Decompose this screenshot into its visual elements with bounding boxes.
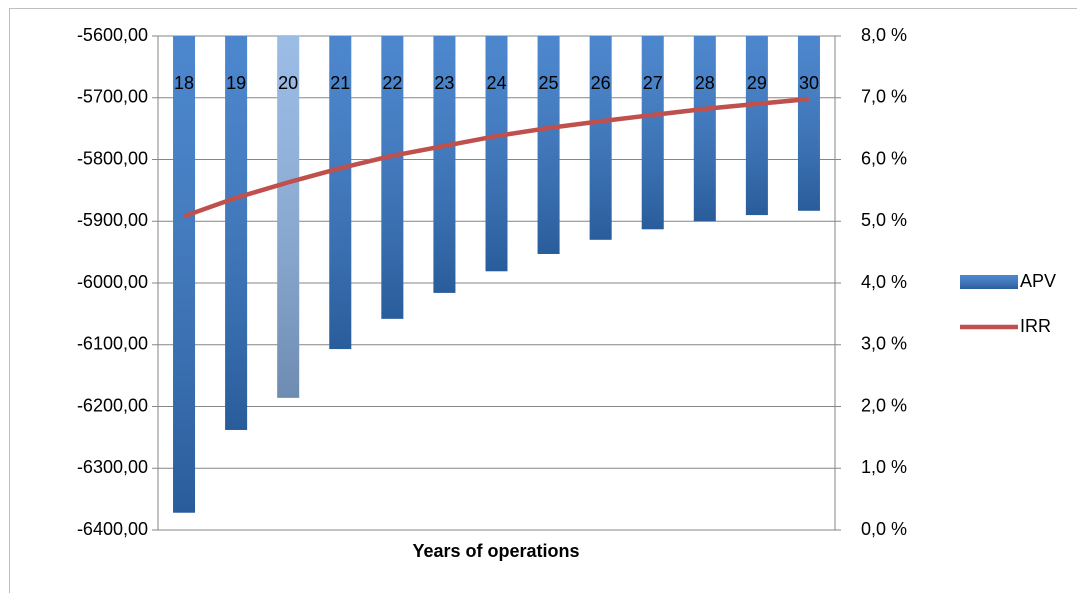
y-tick-label: -5600,00 [77, 25, 148, 45]
category-label: 27 [643, 73, 663, 93]
chart-border [9, 8, 1077, 593]
y2-tick-label: 2,0 % [861, 395, 907, 415]
category-label: 20 [278, 73, 298, 93]
bar-shade [225, 36, 248, 430]
bar-shade [277, 36, 300, 398]
legend-label: APV [1020, 271, 1056, 291]
y-tick-label: -6300,00 [77, 457, 148, 477]
bar-shade [485, 36, 508, 272]
y-tick-label: -5800,00 [77, 148, 148, 168]
category-label: 23 [434, 73, 454, 93]
y-tick-label: -5700,00 [77, 87, 148, 107]
y2-tick-label: 0,0 % [861, 519, 907, 539]
y-tick-label: -5900,00 [77, 210, 148, 230]
bar-shade [381, 36, 404, 319]
y-tick-label: -6000,00 [77, 272, 148, 292]
category-label: 22 [382, 73, 402, 93]
bar-shade [745, 36, 768, 216]
bar-shade [329, 36, 352, 350]
bar-shade [589, 36, 612, 240]
bar-shade [433, 36, 456, 293]
category-label: 25 [539, 73, 559, 93]
y-tick-label: -6400,00 [77, 519, 148, 539]
category-label: 24 [486, 73, 506, 93]
y2-tick-label: 5,0 % [861, 210, 907, 230]
category-label: 19 [226, 73, 246, 93]
y2-tick-label: 8,0 % [861, 25, 907, 45]
y2-tick-label: 4,0 % [861, 272, 907, 292]
y-tick-label: -6200,00 [77, 395, 148, 415]
line [183, 96, 810, 219]
category-label: 30 [799, 73, 819, 93]
category-label: 18 [174, 73, 194, 93]
y2-tick-label: 7,0 % [861, 87, 907, 107]
bar-shade [641, 36, 664, 230]
y2-tick-label: 6,0 % [861, 148, 907, 168]
bar-shade [173, 36, 196, 513]
x-axis-title: Years of operations [412, 541, 579, 561]
bar-shade [693, 36, 716, 222]
y2-tick-label: 3,0 % [861, 334, 907, 354]
legend-swatch-shade [960, 275, 1018, 289]
category-label: 26 [591, 73, 611, 93]
category-label: 21 [330, 73, 350, 93]
y2-tick-label: 1,0 % [861, 457, 907, 477]
category-label: 29 [747, 73, 767, 93]
legend-label: IRR [1020, 316, 1051, 336]
bar-shade [797, 36, 820, 211]
category-label: 28 [695, 73, 715, 93]
y-tick-label: -6100,00 [77, 334, 148, 354]
bar-shade [537, 36, 560, 254]
